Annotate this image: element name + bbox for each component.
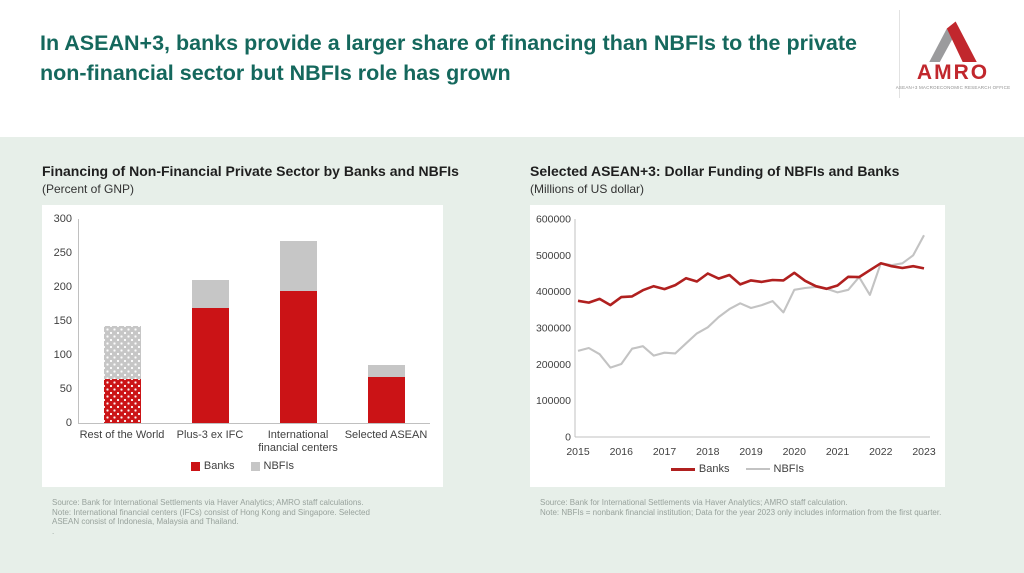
legend-label: Banks	[203, 460, 235, 472]
legend-label: NBFIs	[773, 463, 805, 475]
left-chart-title: Financing of Non-Financial Private Secto…	[42, 163, 459, 179]
amro-logo: AMRO ASEAN+3 MACROECONOMIC RESEARCH OFFI…	[896, 10, 1010, 98]
y-axis-tick-label: 50	[59, 383, 72, 395]
y-axis-tick-label: 300000	[536, 323, 571, 335]
y-axis-tick-label: 0	[565, 432, 571, 444]
bar-3	[367, 365, 405, 423]
bar-segment-nbfis	[367, 365, 405, 378]
bar-segment-nbfis	[103, 325, 141, 379]
x-axis-tick-label: 2015	[566, 446, 590, 458]
x-axis-category-label: Selected ASEAN	[344, 429, 428, 441]
x-axis-tick-label: 2016	[610, 446, 634, 458]
bar-chart-panel: 0 50 100 150 200 250 300 Rest of the World Plus-…	[42, 205, 443, 487]
x-axis-tick-label: 2020	[783, 446, 807, 458]
footnote-line: Note: International financial centers (I…	[52, 507, 370, 517]
x-axis-tick-label: 2017	[653, 446, 677, 458]
line-chart-legend: Banks NBFIs	[530, 463, 945, 475]
x-axis-category-label: Rest of the World	[79, 429, 165, 441]
bar-segment-nbfis	[191, 280, 229, 309]
y-axis-tick-label: 200000	[536, 359, 571, 371]
footnote-line: Note: NBFIs = nonbank financial institut…	[540, 507, 942, 517]
y-axis-line	[78, 219, 79, 423]
x-axis-category-label: International financial centers	[258, 429, 338, 454]
bar-2	[279, 240, 317, 423]
bar-segment-banks	[279, 291, 317, 423]
x-axis-tick-label: 2018	[696, 446, 720, 458]
legend-swatch-icon	[250, 461, 260, 471]
x-axis-tick-label: 2021	[826, 446, 850, 458]
slide-title-line-1: In ASEAN+3, banks provide a larger share…	[40, 31, 857, 55]
footnote-line: ASEAN consist of Indonesia, Malaysia and…	[52, 517, 239, 526]
y-axis-tick-label: 300	[53, 213, 72, 225]
y-axis-tick-label: 100	[53, 349, 72, 361]
amro-logo-name: AMRO	[916, 61, 990, 84]
left-chart-subtitle: (Percent of GNP)	[42, 182, 135, 196]
banks-line	[577, 261, 925, 307]
slide-title: In ASEAN+3, banks provide a larger share…	[40, 28, 890, 88]
legend-label: NBFIs	[263, 460, 295, 472]
y-axis-tick-label: 600000	[536, 214, 571, 226]
legend-label: Banks	[698, 463, 730, 475]
y-axis-tick-label: 150	[53, 315, 72, 327]
x-axis-category-label: Plus-3 ex IFC	[176, 429, 244, 441]
nbfis-line	[577, 234, 925, 369]
legend-line-swatch-icon	[670, 467, 695, 471]
right-chart-subtitle: (Millions of US dollar)	[530, 182, 645, 196]
legend-line-swatch-icon	[745, 468, 770, 470]
bar-chart-legend: Banks NBFIs	[42, 460, 443, 472]
right-footnote: Source: Bank for International Settlemen…	[540, 498, 941, 517]
y-axis-tick-label: 250	[53, 247, 72, 259]
x-axis-tick-label: 2019	[739, 446, 763, 458]
legend-item-nbfis: NBFIs	[745, 463, 805, 475]
x-axis-tick-label: 2022	[869, 446, 893, 458]
bar-segment-banks	[191, 308, 229, 423]
line-chart-svg: 0 100000 200000 300000 400000 500000 600000 201…	[536, 214, 936, 459]
x-axis-tick-label: 2023	[912, 446, 936, 458]
slide-title-line-2: non-financial sector but NBFIs role has …	[40, 61, 511, 85]
legend-item-banks: Banks	[190, 460, 235, 472]
y-axis-tick-label: 500000	[536, 250, 571, 262]
bar-segment-banks	[367, 377, 405, 423]
bar-0	[103, 325, 141, 423]
amro-logo-mark-icon	[929, 21, 977, 62]
bar-segment-nbfis	[279, 240, 317, 292]
y-axis-tick-label: 0	[65, 417, 72, 429]
legend-swatch-icon	[190, 461, 200, 471]
legend-item-banks: Banks	[670, 463, 730, 475]
x-axis-line	[78, 423, 430, 424]
left-footnote: Source: Bank for International Settlemen…	[52, 498, 370, 536]
bar-segment-banks	[103, 378, 141, 423]
amro-logo-tagline: ASEAN+3 MACROECONOMIC RESEARCH OFFICE	[895, 85, 1011, 90]
footnote-line: Source: Bank for International Settlemen…	[52, 498, 364, 507]
y-axis-tick-label: 400000	[536, 286, 571, 298]
header-band: In ASEAN+3, banks provide a larger share…	[0, 0, 1024, 137]
y-axis-tick-label: 100000	[536, 395, 571, 407]
line-chart-panel: 0 100000 200000 300000 400000 500000 600000 201…	[530, 205, 945, 487]
y-axis-tick-label: 200	[53, 281, 72, 293]
legend-item-nbfis: NBFIs	[250, 460, 295, 472]
footnote-line: .	[52, 526, 55, 536]
footnote-line: Source: Bank for International Settlemen…	[540, 498, 848, 507]
right-chart-title: Selected ASEAN+3: Dollar Funding of NBFI…	[530, 163, 900, 179]
bar-1	[191, 280, 229, 423]
